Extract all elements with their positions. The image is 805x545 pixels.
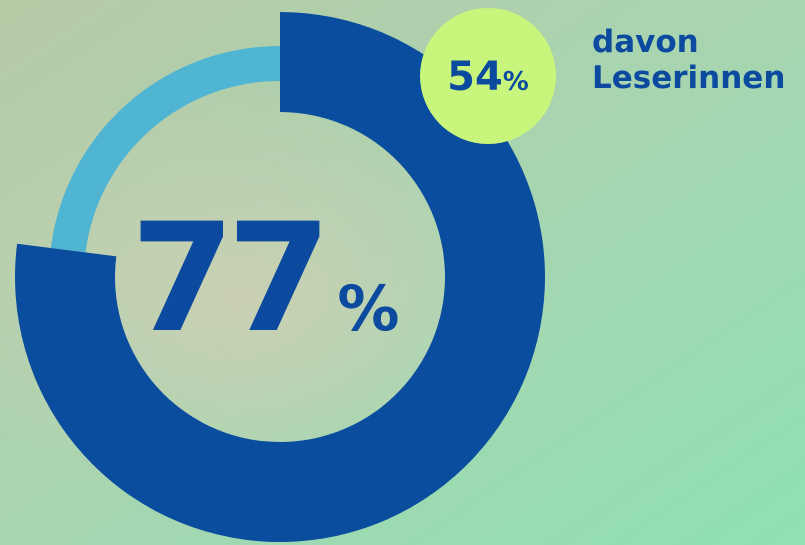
donut-unit: % <box>337 272 399 345</box>
donut-rest <box>50 46 280 253</box>
badge-unit: % <box>503 67 529 97</box>
badge-caption: davon <box>592 24 699 60</box>
badge-circle <box>420 8 556 144</box>
donut-value: 77 <box>131 192 324 366</box>
donut-segment <box>14 12 545 542</box>
donut-value-label: 77% <box>131 192 400 366</box>
badge-value: 54 <box>447 54 503 100</box>
badge-label: 54% <box>447 54 529 100</box>
badge-caption: Leserinnen <box>592 60 785 96</box>
